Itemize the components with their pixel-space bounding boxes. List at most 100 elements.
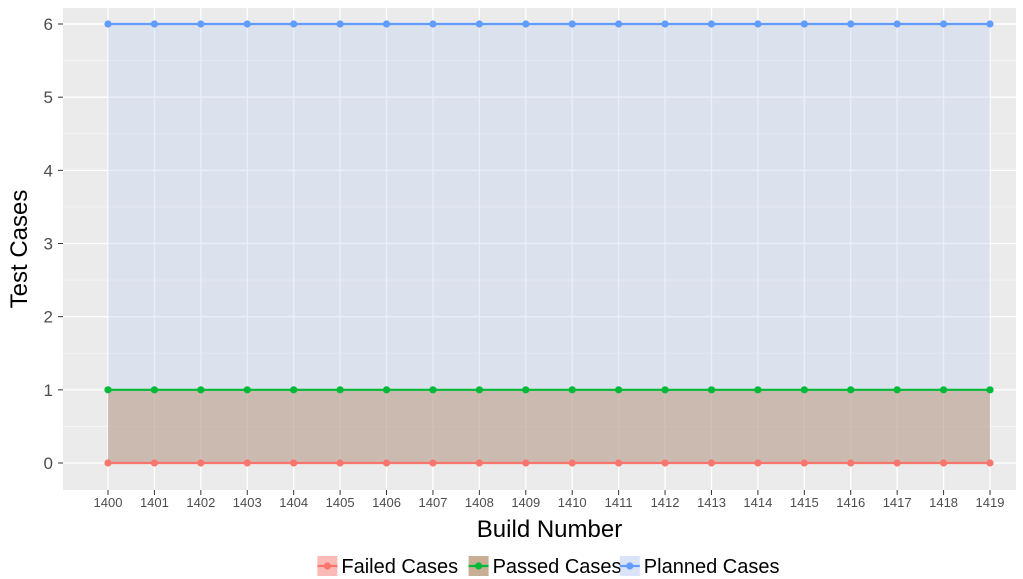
x-tick-label: 1411: [605, 495, 633, 510]
x-axis: 1400 1401 1402 1403 1404 1405 1406 1407 1408 1409…: [94, 490, 1004, 510]
point-passed-cases: [893, 386, 901, 394]
point-planned-cases: [475, 20, 483, 28]
point-failed-cases: [893, 459, 901, 467]
point-failed-cases: [150, 459, 159, 467]
point-planned-cases: [568, 20, 576, 28]
point-failed-cases: [243, 459, 251, 467]
legend-key-point-planned-cases: [626, 562, 634, 570]
point-failed-cases: [847, 459, 855, 467]
legend-label-passed-cases: Passed Cases: [493, 556, 622, 578]
point-planned-cases: [522, 20, 530, 28]
point-failed-cases: [475, 459, 483, 467]
y-tick-label: 4: [44, 161, 53, 180]
legend-label-planned-cases: Planned Cases: [644, 556, 780, 578]
point-failed-cases: [939, 459, 948, 467]
point-passed-cases: [754, 386, 762, 394]
point-passed-cases: [615, 386, 623, 394]
point-planned-cases: [429, 20, 437, 28]
y-tick-label: 3: [44, 235, 53, 254]
point-planned-cases: [939, 20, 948, 28]
x-tick-label: 1403: [233, 495, 262, 510]
x-tick-label: 1404: [279, 495, 308, 510]
y-tick-label: 6: [44, 15, 53, 34]
y-tick-label: 5: [44, 88, 53, 107]
point-passed-cases: [104, 386, 112, 394]
x-tick-label: 1412: [651, 495, 680, 510]
point-planned-cases: [986, 20, 994, 28]
point-planned-cases: [243, 20, 251, 28]
y-tick-label: 2: [44, 308, 53, 327]
x-tick-label: 1414: [743, 495, 772, 510]
x-tick-label: 1417: [883, 495, 912, 510]
point-planned-cases: [893, 20, 901, 28]
point-planned-cases: [382, 20, 391, 28]
point-passed-cases: [197, 386, 205, 394]
point-failed-cases: [290, 459, 298, 467]
point-failed-cases: [104, 459, 112, 467]
point-failed-cases: [707, 459, 716, 467]
point-planned-cases: [336, 20, 344, 28]
point-failed-cases: [522, 459, 530, 467]
point-failed-cases: [615, 459, 623, 467]
legend-item-passed-cases: Passed Cases: [468, 556, 622, 578]
x-tick-label: 1407: [418, 495, 447, 510]
point-failed-cases: [800, 459, 808, 467]
x-axis-title: Build Number: [477, 516, 622, 543]
x-tick-label: 1415: [790, 495, 819, 510]
x-tick-label: 1402: [186, 495, 215, 510]
point-failed-cases: [382, 459, 391, 467]
point-planned-cases: [707, 20, 716, 28]
x-tick-label: 1418: [929, 495, 958, 510]
point-passed-cases: [661, 386, 669, 394]
legend-item-failed-cases: Failed Cases: [317, 556, 458, 578]
point-planned-cases: [104, 20, 112, 28]
series-lines: [108, 22, 990, 465]
point-failed-cases: [429, 459, 437, 467]
x-tick-label: 1400: [94, 495, 123, 510]
x-tick-label: 1410: [558, 495, 587, 510]
x-tick-label: 1409: [511, 495, 540, 510]
point-passed-cases: [568, 386, 576, 394]
point-passed-cases: [847, 386, 855, 394]
point-passed-cases: [382, 386, 391, 394]
point-planned-cases: [615, 20, 623, 28]
point-failed-cases: [197, 459, 205, 467]
area-planned-cases: [108, 24, 990, 463]
legend-key-point-passed-cases: [475, 562, 483, 570]
point-passed-cases: [429, 386, 437, 394]
x-tick-label: 1401: [140, 495, 169, 510]
y-axis: 0 1 2 3 4 5 6: [44, 15, 63, 473]
point-failed-cases: [336, 459, 344, 467]
legend-label-failed-cases: Failed Cases: [341, 556, 458, 578]
series-points: [104, 20, 994, 467]
x-tick-label: 1416: [836, 495, 865, 510]
point-planned-cases: [290, 20, 298, 28]
legend: Failed Cases Passed Cases Planned Cases: [317, 556, 779, 578]
point-failed-cases: [661, 459, 669, 467]
legend-key-point-failed-cases: [323, 562, 331, 570]
point-failed-cases: [754, 459, 762, 467]
point-planned-cases: [197, 20, 205, 28]
point-passed-cases: [800, 386, 808, 394]
point-passed-cases: [150, 386, 159, 394]
y-tick-label: 1: [44, 381, 53, 400]
x-tick-label: 1413: [697, 495, 726, 510]
point-planned-cases: [754, 20, 762, 28]
point-passed-cases: [475, 386, 483, 394]
x-tick-label: 1408: [465, 495, 494, 510]
x-tick-label: 1406: [372, 495, 401, 510]
point-passed-cases: [939, 386, 948, 394]
x-tick-label: 1405: [326, 495, 355, 510]
point-planned-cases: [150, 20, 159, 28]
point-planned-cases: [847, 20, 855, 28]
point-failed-cases: [568, 459, 576, 467]
point-passed-cases: [522, 386, 530, 394]
point-planned-cases: [800, 20, 808, 28]
point-passed-cases: [336, 386, 344, 394]
point-passed-cases: [243, 386, 251, 394]
point-passed-cases: [290, 386, 298, 394]
y-axis-title: Test Cases: [6, 190, 33, 309]
legend-item-planned-cases: Planned Cases: [619, 556, 780, 578]
area-passed-cases: [108, 389, 990, 463]
